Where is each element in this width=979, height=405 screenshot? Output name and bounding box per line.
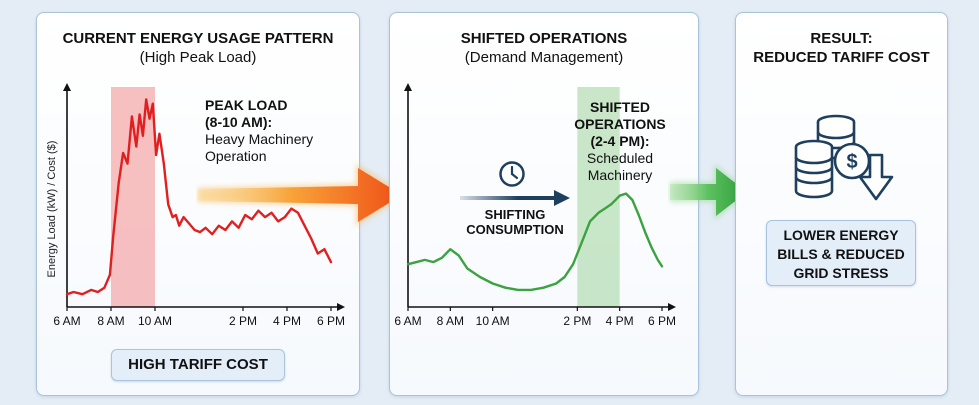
high-tariff-badge: HIGH TARIFF COST xyxy=(111,349,285,381)
peak-load-title: PEAK LOAD xyxy=(205,97,288,113)
peak-load-time: (8-10 AM): xyxy=(205,114,273,130)
clock-icon xyxy=(499,161,525,187)
shifted-operations-chart: 6 AM 8 AM 10 AM 2 PM 4 PM 6 PM xyxy=(394,83,676,328)
shifted-operations-subtitle: (Demand Management) xyxy=(464,49,624,66)
shifted-window-desc-2: Machinery xyxy=(587,167,653,183)
shifting-consumption-label: SHIFTING CONSUMPTION xyxy=(460,207,570,237)
current-usage-subtitle: (High Peak Load) xyxy=(139,49,257,66)
current-usage-chart: 6 AM 8 AM 10 AM 2 PM 4 PM 6 PM Energy Load (kW… xyxy=(46,83,345,328)
x-tick-label: 6 AM xyxy=(53,314,80,328)
peak-load-note: PEAK LOAD (8-10 AM): Heavy Machinery Ope… xyxy=(205,97,313,165)
shifted-window-title-1: SHIFTED xyxy=(590,99,650,115)
x-tick-label: 6 PM xyxy=(648,314,676,328)
shifted-operations-panel: SHIFTED OPERATIONS (Demand Management) 6… xyxy=(389,12,699,396)
shifting-label: SHIFTING xyxy=(484,207,546,222)
transition-arrow-green-icon xyxy=(670,164,750,220)
x-tick-label: 8 AM xyxy=(437,314,464,328)
consumption-label: CONSUMPTION xyxy=(466,222,564,237)
x-axis-arrow-icon xyxy=(337,303,345,311)
x-tick-label: 10 AM xyxy=(138,314,172,328)
svg-text:$: $ xyxy=(846,151,857,173)
result-panel: RESULT: REDUCED TARIFF COST $ LOWER ENER… xyxy=(735,12,948,396)
shifted-operations-title: SHIFTED OPERATIONS xyxy=(460,30,628,47)
x-tick-label: 10 AM xyxy=(476,314,510,328)
highlight-band xyxy=(577,87,620,307)
lower-bills-line-3: GRID STRESS xyxy=(793,265,889,281)
lower-bills-line-1: LOWER ENERGY xyxy=(783,227,899,243)
x-tick-label: 2 PM xyxy=(229,314,257,328)
series-line xyxy=(406,192,664,292)
shifted-window-desc-1: Scheduled xyxy=(586,150,654,166)
lower-bills-line-2: BILLS & REDUCED xyxy=(777,246,905,262)
shifted-window-note: SHIFTED OPERATIONS (2-4 PM): Scheduled M… xyxy=(570,99,670,184)
y-axis-arrow-icon xyxy=(404,83,412,91)
x-tick-label: 6 AM xyxy=(394,314,421,328)
x-tick-label: 4 PM xyxy=(606,314,634,328)
x-tick-label: 2 PM xyxy=(563,314,591,328)
peak-load-desc-2: Operation xyxy=(205,148,267,164)
peak-load-desc-1: Heavy Machinery xyxy=(205,131,314,147)
x-tick-label: 4 PM xyxy=(273,314,301,328)
coins-cost-down-icon: $ xyxy=(794,114,894,201)
result-title-1: RESULT: xyxy=(810,30,873,47)
result-title-2: REDUCED TARIFF COST xyxy=(753,49,930,66)
shifted-window-time: (2-4 PM): xyxy=(590,133,650,149)
shifted-window-title-2: OPERATIONS xyxy=(574,116,666,132)
x-tick-label: 6 PM xyxy=(317,314,345,328)
transition-arrow-orange-icon xyxy=(198,164,406,226)
x-axis-arrow-icon xyxy=(668,303,676,311)
current-usage-title: CURRENT ENERGY USAGE PATTERN xyxy=(62,30,334,47)
series-line xyxy=(65,98,333,296)
y-axis-label: Energy Load (kW) / Cost ($) xyxy=(46,141,58,278)
lower-bills-badge: LOWER ENERGY BILLS & REDUCED GRID STRESS xyxy=(766,220,916,286)
y-axis-arrow-icon xyxy=(63,83,71,91)
x-tick-label: 8 AM xyxy=(97,314,124,328)
shift-arrow-icon xyxy=(460,190,570,206)
